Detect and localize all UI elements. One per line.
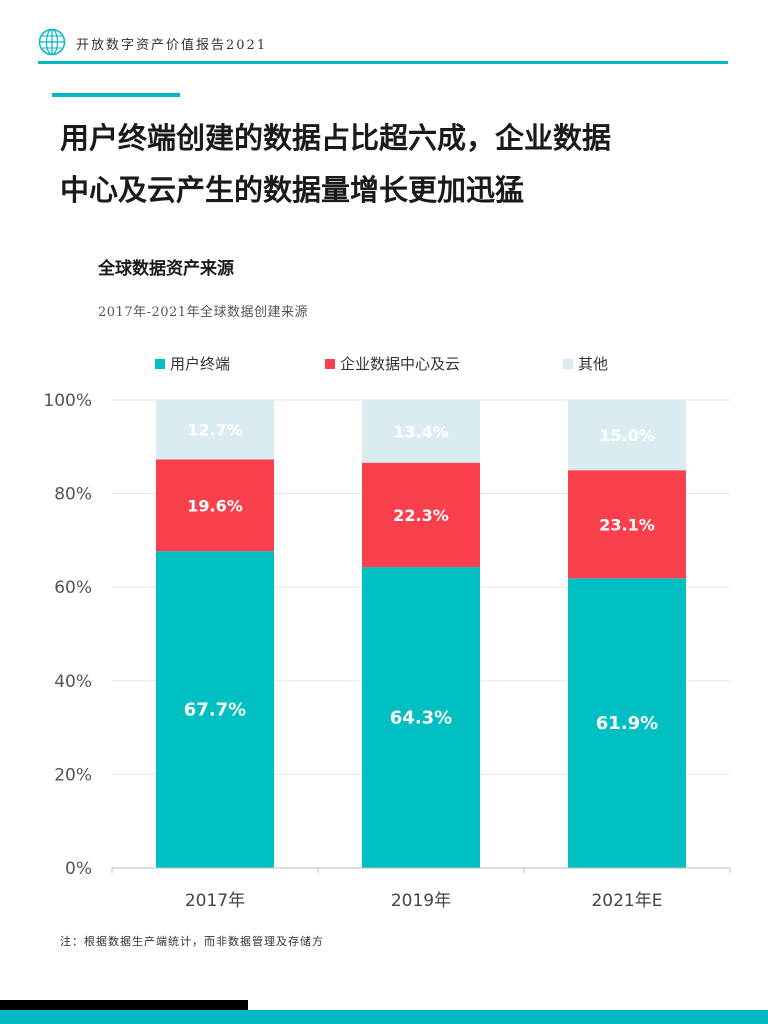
bar-segment: [568, 400, 686, 471]
bar-segment: [362, 567, 480, 868]
legend-label: 企业数据中心及云: [340, 355, 460, 373]
legend-swatch: [563, 359, 573, 369]
bar-segment: [568, 470, 686, 579]
y-tick-label: 40%: [54, 672, 92, 692]
y-tick-label: 60%: [54, 578, 92, 598]
stacked-bar-chart: 用户终端 企业数据中心及云 其他 0% 20% 40% 60% 80% 100% 67.7% 19.…: [43, 355, 731, 911]
page-headline: 用户终端创建的数据占比超六成，企业数据 中心及云产生的数据量增长更加迅猛: [60, 112, 740, 216]
data-label: 13.4%: [393, 422, 449, 441]
y-tick-label: 80%: [54, 485, 92, 505]
legend-swatch: [325, 359, 335, 369]
chart-subtitle: 2017年-2021年全球数据创建来源: [98, 305, 309, 320]
bar-segment: [156, 400, 274, 460]
globe-icon: [38, 28, 66, 56]
headline-line-1: 用户终端创建的数据占比超六成，企业数据: [60, 121, 612, 155]
bar-segment: [362, 462, 480, 568]
legend-label: 其他: [578, 355, 608, 373]
bar-segment: [156, 459, 274, 552]
header-divider: [38, 61, 728, 64]
x-tick-label: 2019年: [391, 891, 451, 911]
report-title: 开放数字资产价值报告2021: [76, 38, 268, 53]
data-label: 23.1%: [599, 515, 655, 534]
bar-segment: [568, 578, 686, 868]
report-header: 开放数字资产价值报告2021: [38, 28, 728, 64]
footer-teal-bar: [0, 1010, 768, 1024]
headline-accent-line: [52, 93, 180, 97]
footnote: 注：根据数据生产端统计，而非数据管理及存储方: [60, 935, 324, 948]
x-tick-label: 2021年E: [591, 891, 662, 911]
x-tick-label: 2017年: [185, 891, 245, 911]
bar-segment: [156, 551, 274, 868]
section-title: 全球数据资产来源: [98, 259, 234, 279]
data-label: 19.6%: [187, 496, 243, 515]
data-label: 22.3%: [393, 506, 449, 525]
data-label: 64.3%: [390, 708, 452, 729]
legend-swatch: [155, 359, 165, 369]
y-tick-label: 0%: [65, 859, 92, 879]
data-label: 15.0%: [599, 426, 655, 445]
data-label: 61.9%: [596, 713, 658, 734]
headline-line-2: 中心及云产生的数据量增长更加迅猛: [60, 173, 525, 207]
bar-segment: [362, 400, 480, 463]
data-label: 67.7%: [184, 700, 246, 721]
footer-black-bar: [0, 1000, 248, 1010]
y-tick-label: 100%: [43, 391, 92, 411]
legend-label: 用户终端: [170, 355, 230, 373]
y-tick-label: 20%: [54, 765, 92, 785]
data-label: 12.7%: [187, 421, 243, 440]
